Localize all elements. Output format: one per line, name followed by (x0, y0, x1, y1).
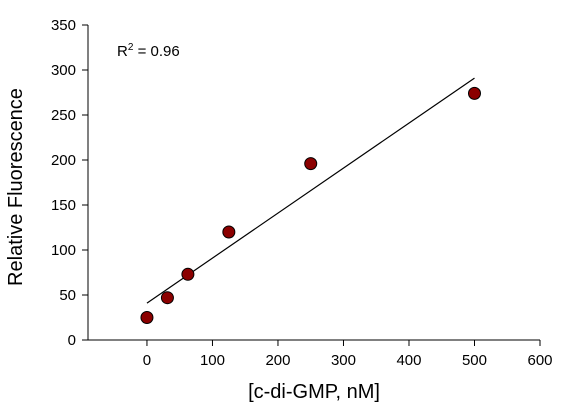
x-tick-label: 300 (331, 352, 356, 369)
x-axis-title: [c-di-GMP, nM] (248, 381, 380, 403)
r-squared-value: = 0.96 (133, 43, 179, 60)
x-tick-label: 400 (396, 352, 421, 369)
y-tick-label: 0 (68, 332, 76, 349)
r-squared-prefix: R (117, 43, 128, 60)
data-point (181, 267, 195, 281)
data-point (467, 86, 481, 100)
x-tick-label: 100 (200, 352, 225, 369)
x-tick-label: 0 (143, 352, 151, 369)
y-axis-title: Relative Fluorescence (5, 88, 27, 286)
y-tick-label: 100 (51, 242, 76, 259)
regression-line (146, 77, 475, 304)
x-tick-label: 600 (527, 352, 552, 369)
data-points (140, 86, 481, 324)
y-axis-ticks: 0 50 100 150 200 250 300 350 (51, 17, 88, 349)
data-point (304, 157, 318, 171)
y-tick-label: 250 (51, 107, 76, 124)
x-tick-label: 500 (462, 352, 487, 369)
data-point (160, 291, 174, 305)
r-squared-superscript: 2 (128, 42, 134, 53)
data-point (222, 225, 236, 239)
data-point (140, 311, 154, 324)
y-tick-label: 300 (51, 62, 76, 79)
x-axis-ticks: 0 100 200 300 400 500 600 (143, 340, 553, 369)
y-tick-label: 350 (51, 17, 76, 34)
y-tick-label: 200 (51, 152, 76, 169)
x-tick-label: 200 (265, 352, 290, 369)
y-tick-label: 50 (59, 287, 76, 304)
r-squared-annotation: R2 = 0.96 (117, 42, 180, 60)
y-tick-label: 150 (51, 197, 76, 214)
